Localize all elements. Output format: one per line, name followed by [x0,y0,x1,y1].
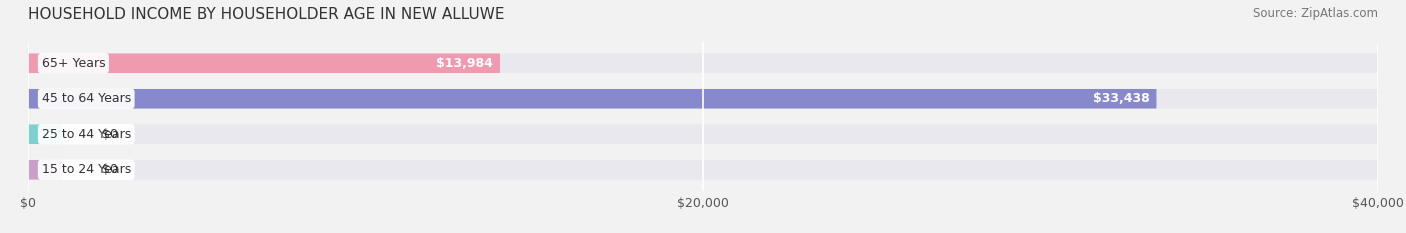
FancyBboxPatch shape [28,160,62,179]
FancyBboxPatch shape [28,89,1378,109]
FancyBboxPatch shape [28,54,1378,73]
Text: $0: $0 [103,163,118,176]
FancyBboxPatch shape [28,89,1157,109]
Text: 65+ Years: 65+ Years [42,57,105,70]
Text: $0: $0 [103,128,118,141]
FancyBboxPatch shape [28,124,62,144]
FancyBboxPatch shape [28,160,1378,179]
Text: 45 to 64 Years: 45 to 64 Years [42,92,131,105]
FancyBboxPatch shape [28,54,501,73]
Text: HOUSEHOLD INCOME BY HOUSEHOLDER AGE IN NEW ALLUWE: HOUSEHOLD INCOME BY HOUSEHOLDER AGE IN N… [28,7,505,22]
Text: $13,984: $13,984 [436,57,494,70]
Text: 25 to 44 Years: 25 to 44 Years [42,128,131,141]
Text: $33,438: $33,438 [1092,92,1150,105]
Text: 15 to 24 Years: 15 to 24 Years [42,163,131,176]
Text: Source: ZipAtlas.com: Source: ZipAtlas.com [1253,7,1378,20]
FancyBboxPatch shape [28,124,1378,144]
